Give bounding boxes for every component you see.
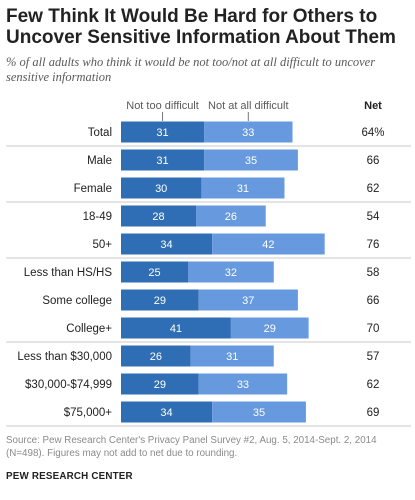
data-label: 31 (237, 183, 249, 195)
bar-segment-not-too-difficult (121, 233, 213, 255)
bar-segment-not-too-difficult (121, 205, 197, 227)
bar-segment-not-too-difficult (121, 289, 199, 311)
bar-segment-not-too-difficult (121, 261, 188, 283)
data-label: 34 (160, 239, 172, 251)
bar-segment-not-too-difficult (121, 177, 202, 199)
data-label: 41 (170, 323, 182, 335)
data-label: 25 (148, 267, 160, 279)
net-value: 66 (367, 295, 380, 307)
bar-segment-not-too-difficult (121, 121, 205, 143)
category-label: Some college (42, 295, 112, 307)
bar-segment-not-at-all-difficult (230, 317, 309, 339)
data-label: 31 (156, 155, 168, 167)
data-label: 28 (152, 211, 164, 223)
data-label: 33 (242, 127, 254, 139)
data-label: 35 (245, 155, 257, 167)
bar-segment-not-at-all-difficult (196, 205, 266, 227)
data-label: 33 (237, 379, 249, 391)
legend-label: Not too difficult (126, 100, 199, 112)
category-label: $75,000+ (64, 407, 113, 419)
data-label: 26 (150, 351, 162, 363)
category-label: 18-49 (83, 211, 112, 223)
net-header: Net (364, 100, 382, 112)
bar-segment-not-at-all-difficult (201, 177, 285, 199)
category-label: Less than HS/HS (24, 267, 113, 279)
chart-subtitle: % of all adults who think it would be no… (6, 55, 376, 84)
category-label: 50+ (92, 239, 112, 251)
data-label: 37 (242, 295, 254, 307)
net-value: 76 (367, 239, 380, 251)
data-label: 32 (225, 267, 237, 279)
net-value: 64% (361, 127, 384, 139)
chart-title: Few Think It Would Be Hard for Others to… (6, 6, 396, 48)
category-label: Female (74, 183, 112, 195)
legend-label: Not at all difficult (208, 100, 289, 112)
bar-segment-not-at-all-difficult (212, 233, 325, 255)
bar-segment-not-too-difficult (121, 373, 199, 395)
source-note: Source: Pew Research Center's Privacy Pa… (6, 435, 377, 459)
data-label: 42 (262, 239, 274, 251)
category-label: Total (88, 127, 112, 139)
net-value: 62 (367, 379, 380, 391)
bar-segment-not-at-all-difficult (198, 289, 298, 311)
organization-credit: PEW RESEARCH CENTER (6, 471, 133, 482)
bar-segment-not-too-difficult (121, 345, 191, 367)
bar-segment-not-at-all-difficult (190, 345, 274, 367)
net-value: 62 (367, 183, 380, 195)
bar-segment-not-at-all-difficult (198, 373, 288, 395)
net-value: 54 (367, 211, 380, 223)
data-label: 35 (253, 407, 265, 419)
category-label: Male (87, 155, 112, 167)
data-label: 29 (154, 295, 166, 307)
data-label: 31 (156, 127, 168, 139)
bar-segment-not-too-difficult (121, 317, 231, 339)
data-label: 31 (226, 351, 238, 363)
data-label: 26 (225, 211, 237, 223)
data-label: 29 (264, 323, 276, 335)
data-label: 29 (154, 379, 166, 391)
stacked-bar-chart: Not too difficult Not at all difficult Net… (6, 100, 411, 427)
bar-segment-not-too-difficult (121, 401, 213, 423)
net-value: 58 (367, 267, 380, 279)
net-value: 66 (367, 155, 380, 167)
net-value: 70 (367, 323, 380, 335)
net-value: 69 (367, 407, 380, 419)
data-label: 30 (155, 183, 167, 195)
category-label: Less than $30,000 (17, 351, 112, 363)
data-label: 34 (160, 407, 172, 419)
bar-segment-not-at-all-difficult (204, 121, 293, 143)
category-label: College+ (66, 323, 112, 335)
bar-segment-not-at-all-difficult (212, 401, 306, 423)
category-label: $30,000-$74,999 (25, 379, 112, 391)
net-value: 57 (367, 351, 380, 363)
bar-segment-not-at-all-difficult (188, 261, 274, 283)
bar-segment-not-at-all-difficult (204, 149, 298, 171)
bar-segment-not-too-difficult (121, 149, 205, 171)
